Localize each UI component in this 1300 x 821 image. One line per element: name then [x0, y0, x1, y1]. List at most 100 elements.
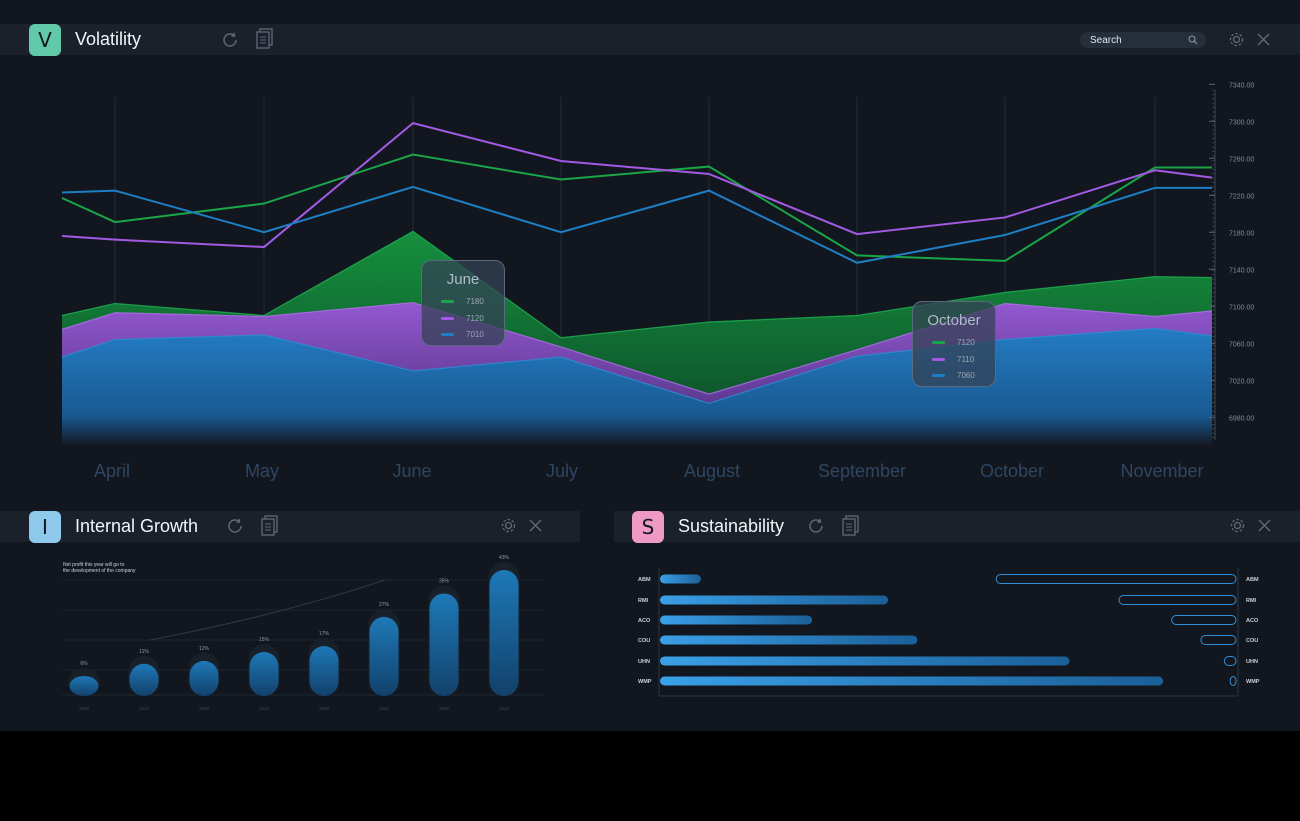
x-tick-label: September — [818, 461, 906, 481]
x-tick-label: 2019 — [259, 706, 270, 711]
bar-2023 — [489, 570, 519, 696]
line-series-3 — [61, 185, 1212, 264]
y-tick-label: 6980.00 — [1229, 415, 1254, 422]
internal-growth-header: I Internal Growth — [0, 510, 580, 543]
x-tick-label: 2016 — [79, 706, 90, 711]
hbar-outline-WMP — [1229, 676, 1237, 686]
bar-2016 — [69, 676, 99, 696]
tooltip-june: June 7180 7120 7010 — [421, 260, 505, 346]
hbar-UHN — [660, 656, 1070, 666]
row-label-right: COU — [1246, 638, 1258, 644]
bar-value-label: 27% — [379, 602, 390, 608]
row-label-right: WMP — [1246, 679, 1260, 685]
document-icon[interactable] — [255, 28, 275, 50]
legend-swatch-blue — [932, 374, 945, 378]
tooltip-october: October 7120 7110 7060 — [912, 301, 996, 387]
document-icon[interactable] — [841, 515, 861, 537]
refresh-icon[interactable] — [221, 31, 241, 49]
row-label-left: UHN — [638, 659, 650, 665]
hbar-RMI — [660, 595, 889, 605]
y-tick-label: 7300.00 — [1229, 119, 1254, 126]
search-icon — [1188, 35, 1198, 45]
bar-2020 — [309, 646, 339, 696]
area-edge-1 — [61, 230, 1213, 339]
x-tick-label: November — [1120, 461, 1203, 481]
x-tick-label: October — [980, 461, 1044, 481]
row-label-left: RMI — [638, 598, 649, 604]
tooltip-title: October — [927, 312, 981, 329]
sustainability-title: Sustainability — [678, 516, 785, 536]
hbar-ABM — [660, 574, 701, 584]
area-edge-2 — [61, 301, 1213, 395]
y-tick-label: 7340.00 — [1229, 82, 1254, 89]
bar-2018 — [189, 660, 219, 696]
gear-icon[interactable] — [500, 517, 517, 534]
y-tick-label: 7260.00 — [1229, 156, 1254, 163]
sustainability-chart: ABM ABM RMI RMI ACO ACO COU COU UHN UHN WMP WMP — [638, 568, 1260, 697]
close-icon[interactable] — [529, 519, 542, 532]
row-label-right: ABM — [1246, 577, 1259, 583]
line-series-1 — [61, 153, 1212, 262]
x-tick-label: April — [94, 461, 130, 481]
volatility-chart: 7340.00 7300.00 7260.00 7220.00 7180.00 7140.… — [61, 82, 1254, 481]
internal-growth-badge: I — [29, 510, 61, 543]
y-tick-label: 7100.00 — [1229, 304, 1254, 311]
x-tick-label: 2022 — [439, 706, 450, 711]
row-label-left: WMP — [638, 679, 652, 685]
internal-growth-title: Internal Growth — [75, 516, 199, 536]
search-input[interactable]: Search — [1080, 32, 1206, 48]
y-tick-label: 7140.00 — [1229, 267, 1254, 274]
bar-value-label: 15% — [259, 637, 270, 643]
tooltip-title: June — [446, 271, 480, 288]
search-placeholder: Search — [1090, 34, 1122, 46]
x-tick-label: 2020 — [319, 706, 330, 711]
document-icon[interactable] — [260, 515, 280, 537]
hbar-outline-ACO — [1171, 615, 1237, 625]
area-edge-3 — [61, 327, 1213, 405]
x-tick-label: 2023 — [499, 706, 510, 711]
bar-value-label: 11% — [139, 649, 149, 655]
x-tick-label: 2021 — [379, 706, 390, 711]
bar-2019 — [249, 652, 279, 696]
line-series-2 — [61, 122, 1213, 249]
volatility-badge: V — [29, 23, 61, 56]
y-tick-label: 7060.00 — [1229, 341, 1254, 348]
y-tick-label: 7220.00 — [1229, 193, 1254, 200]
refresh-icon[interactable] — [807, 517, 827, 535]
bar-2017 — [129, 663, 159, 696]
gear-icon[interactable] — [1228, 31, 1245, 48]
bar-value-label: 35% — [439, 578, 450, 584]
y-tick-label: 7020.00 — [1229, 378, 1254, 385]
x-tick-label: May — [245, 461, 279, 481]
footer-bar — [0, 731, 1300, 821]
close-icon[interactable] — [1258, 519, 1271, 532]
hbar-outline-RMI — [1118, 595, 1237, 605]
x-tick-label: 2017 — [139, 706, 150, 711]
close-icon[interactable] — [1257, 33, 1270, 46]
legend-swatch-green — [932, 341, 945, 345]
tooltip-value: 7120 — [466, 313, 484, 323]
tooltip-value: 7180 — [466, 297, 484, 306]
row-label-right: UHN — [1246, 659, 1258, 665]
hbar-COU — [660, 635, 918, 645]
row-label-right: ACO — [1246, 618, 1259, 624]
x-tick-label: July — [546, 461, 578, 481]
bar-2021 — [369, 616, 399, 696]
internal-growth-note: Net profit this year will go to the deve… — [63, 562, 136, 574]
bar-value-label: 43% — [499, 555, 510, 561]
tooltip-value: 7010 — [466, 330, 484, 339]
internal-growth-chart: 6% 2016 11% 2017 12% 2018 15% 2019 17% 2020 27% 202… — [62, 555, 545, 711]
row-label-left: ABM — [638, 577, 651, 583]
hbar-WMP — [660, 676, 1164, 686]
sustainability-header: S Sustainability — [614, 510, 1300, 543]
legend-swatch-purple — [441, 316, 454, 320]
y-tick-label: 7180.00 — [1229, 230, 1254, 237]
x-tick-label: 2018 — [199, 706, 210, 711]
x-tick-label: August — [684, 461, 740, 481]
refresh-icon[interactable] — [226, 517, 246, 535]
hbar-outline-COU — [1200, 635, 1237, 645]
legend-swatch-blue — [441, 333, 454, 337]
gear-icon[interactable] — [1229, 517, 1246, 534]
tooltip-value: 7120 — [957, 338, 975, 347]
tooltip-value: 7110 — [957, 354, 975, 364]
